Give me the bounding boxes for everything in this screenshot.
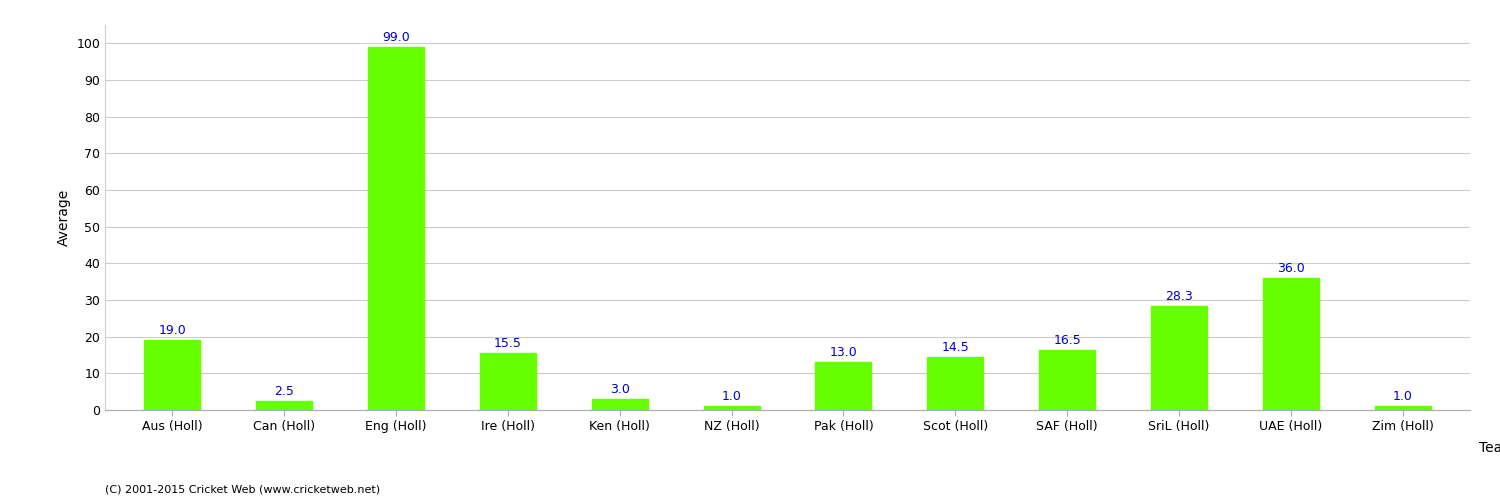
Text: (C) 2001-2015 Cricket Web (www.cricketweb.net): (C) 2001-2015 Cricket Web (www.cricketwe…	[105, 485, 380, 495]
Bar	[480, 353, 536, 410]
Text: 3.0: 3.0	[609, 383, 630, 396]
Text: 19.0: 19.0	[159, 324, 186, 338]
Bar	[144, 340, 200, 410]
Bar	[368, 47, 424, 410]
Text: 2.5: 2.5	[274, 385, 294, 398]
Text: 14.5: 14.5	[942, 341, 969, 354]
Bar	[1376, 406, 1431, 410]
Y-axis label: Average: Average	[57, 189, 70, 246]
Text: 1.0: 1.0	[1394, 390, 1413, 404]
Bar	[256, 401, 312, 410]
Text: 15.5: 15.5	[494, 337, 522, 350]
Bar	[1040, 350, 1095, 410]
Text: 28.3: 28.3	[1166, 290, 1192, 304]
Text: 36.0: 36.0	[1276, 262, 1305, 275]
Text: 13.0: 13.0	[830, 346, 858, 360]
Text: 1.0: 1.0	[722, 390, 741, 404]
Text: 99.0: 99.0	[382, 31, 410, 44]
Bar	[704, 406, 759, 410]
Bar	[816, 362, 872, 410]
X-axis label: Team: Team	[1479, 441, 1500, 455]
Bar	[1150, 306, 1208, 410]
Bar	[927, 357, 984, 410]
Text: 16.5: 16.5	[1053, 334, 1082, 346]
Bar	[1263, 278, 1318, 410]
Bar	[591, 399, 648, 410]
